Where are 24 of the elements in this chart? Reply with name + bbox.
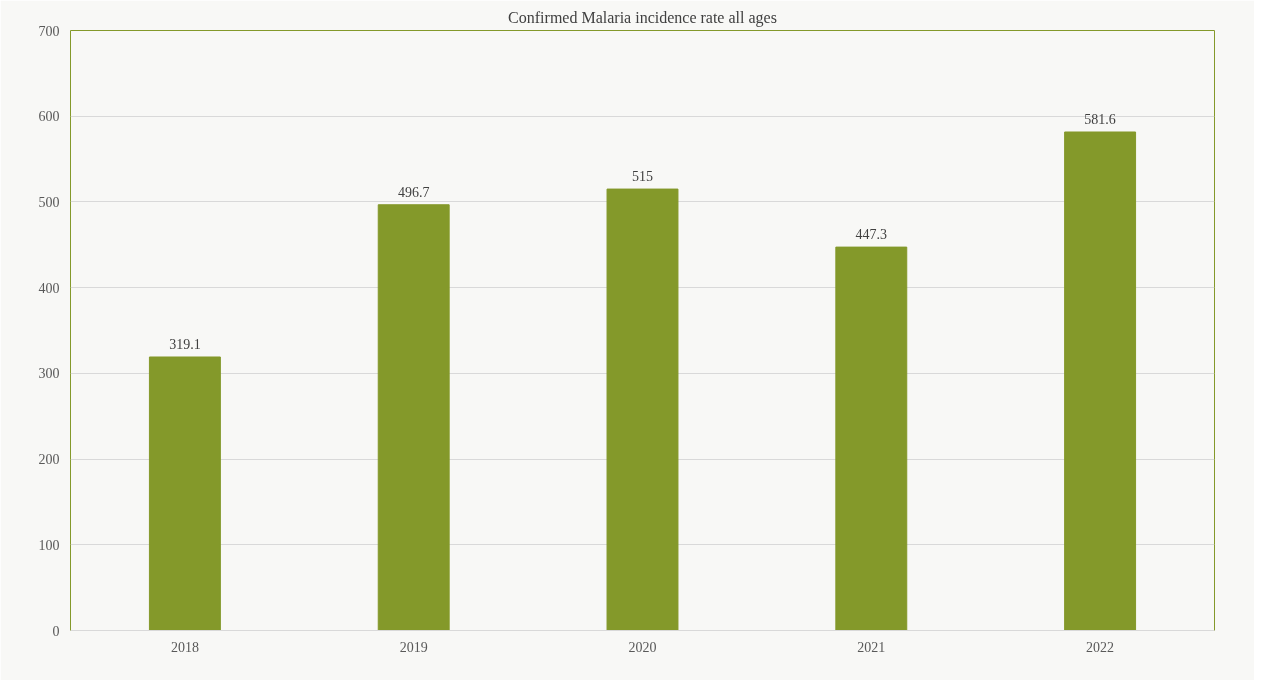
data-label: 581.6 — [1084, 111, 1116, 127]
y-tick-label: 500 — [38, 194, 60, 210]
bar — [377, 204, 450, 631]
y-tick-label: 700 — [38, 23, 60, 39]
data-label: 496.7 — [397, 184, 430, 200]
y-tick-label: 600 — [38, 109, 60, 125]
x-tick-label: 2021 — [857, 639, 886, 655]
bar — [606, 188, 679, 631]
y-tick-label: 0 — [52, 623, 60, 639]
x-tick-label: 2018 — [170, 639, 199, 655]
x-tick-label: 2019 — [399, 639, 428, 655]
chart-title: Confirmed Malaria incidence rate all ages — [508, 8, 777, 27]
bar — [148, 356, 221, 631]
data-label: 515 — [632, 169, 653, 185]
data-label: 447.3 — [855, 227, 888, 243]
bar — [1064, 131, 1137, 631]
x-tick-label: 2022 — [1086, 639, 1115, 655]
y-tick-label: 100 — [38, 537, 60, 553]
y-tick-label: 300 — [38, 366, 60, 382]
x-tick-label: 2020 — [628, 639, 657, 655]
data-label: 319.1 — [169, 336, 201, 352]
y-tick-label: 200 — [38, 452, 60, 468]
bar — [835, 246, 908, 631]
y-tick-label: 400 — [38, 280, 60, 296]
